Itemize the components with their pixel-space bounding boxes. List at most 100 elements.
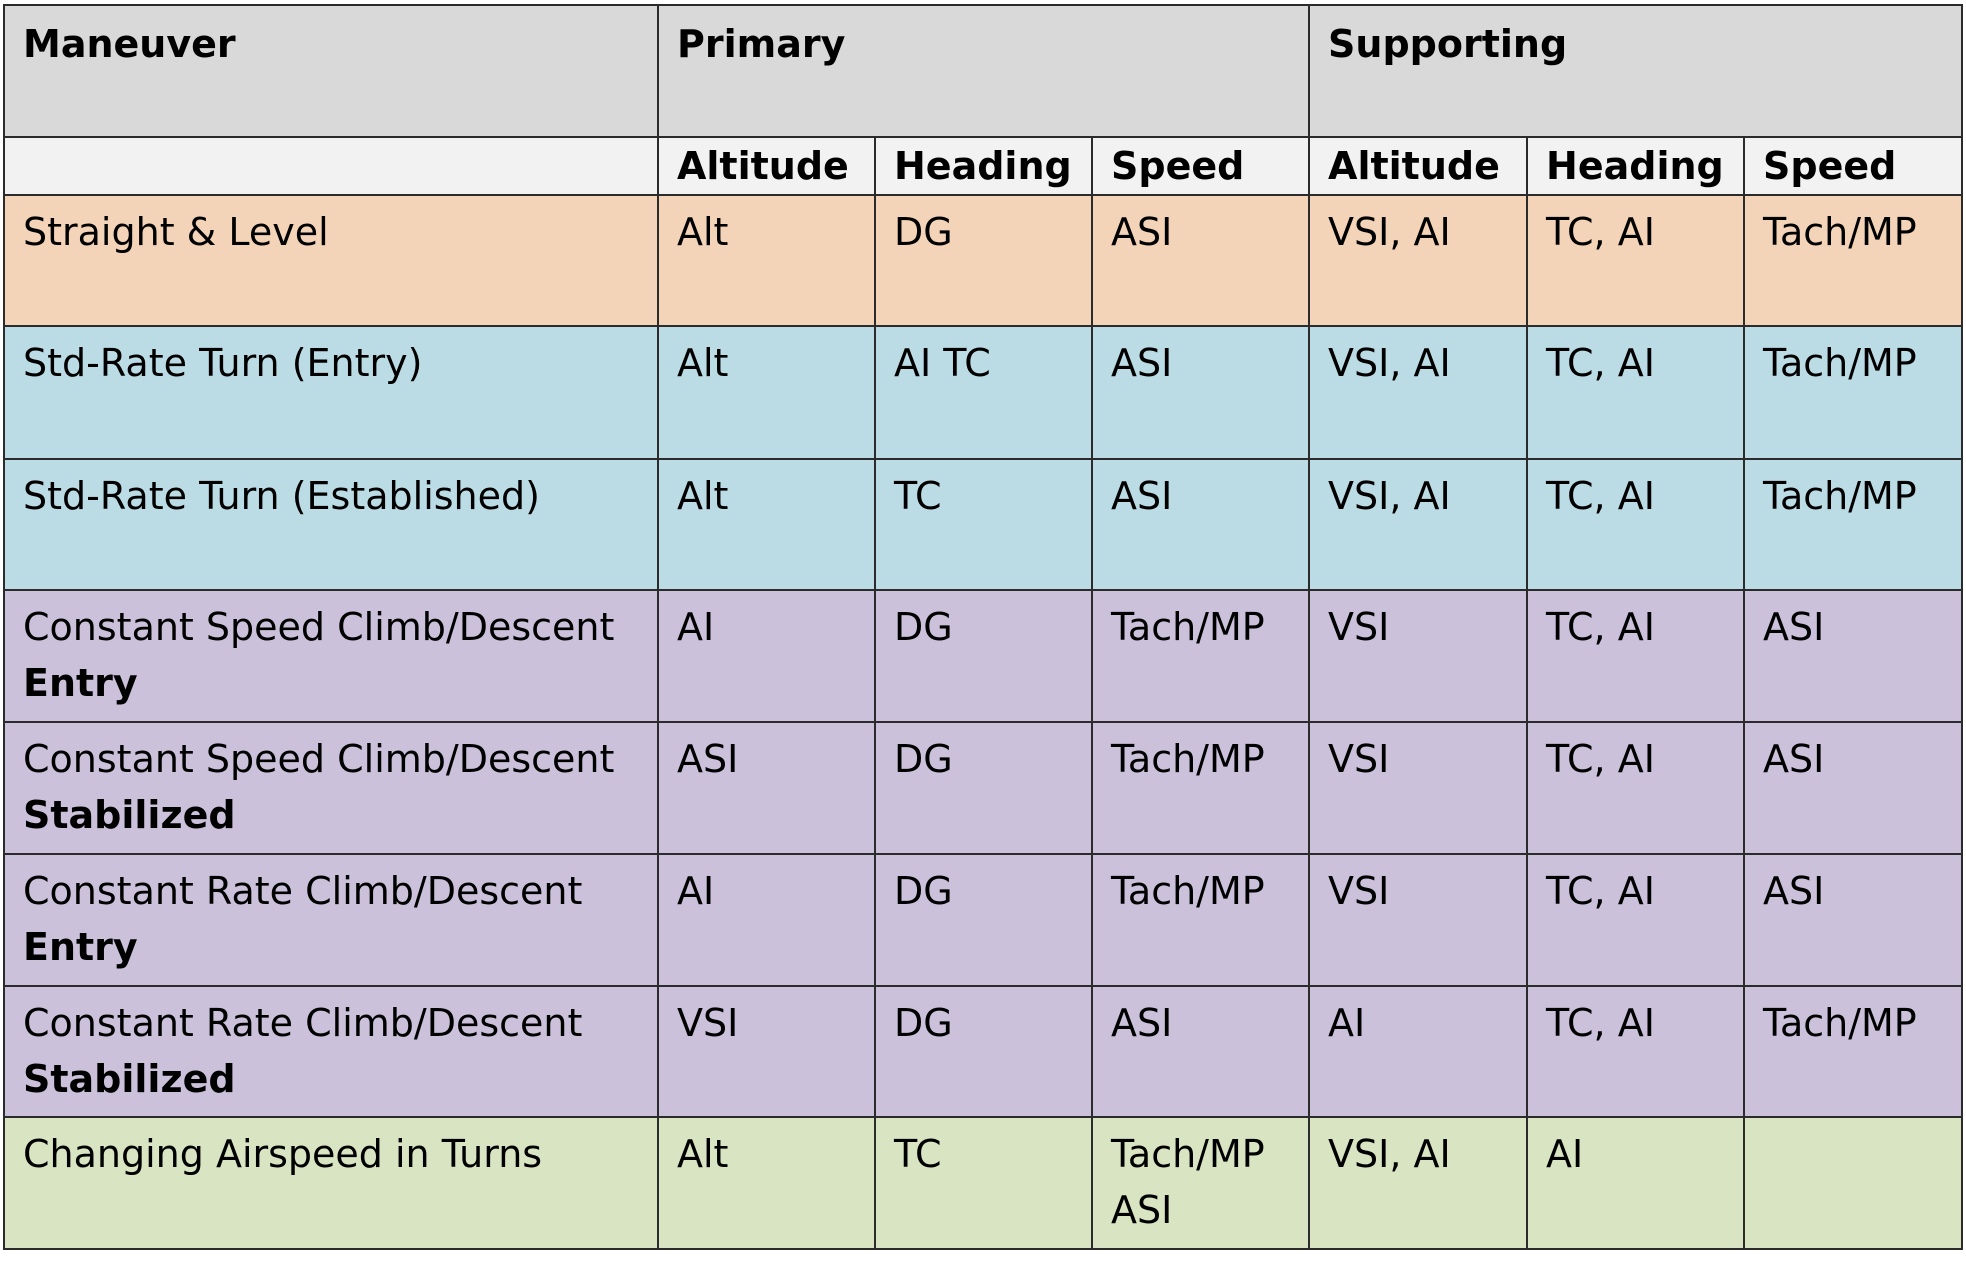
supporting-speed-cell: Tach/MP [1743, 194, 1964, 327]
primary-altitude-cell: VSI [657, 985, 876, 1118]
maneuver-name: Constant Speed Climb/Descent [23, 605, 615, 649]
supporting-heading-cell: TC, AI [1526, 325, 1746, 460]
cell-value: ASI [1111, 474, 1173, 518]
maneuver-name: Changing Airspeed in Turns [23, 1132, 543, 1176]
maneuver-phase: Entry [23, 661, 138, 705]
cell-value: TC [894, 474, 942, 518]
maneuver-cell: Constant Speed Climb/Descent Entry [3, 589, 659, 723]
supporting-heading-cell: TC, AI [1526, 721, 1746, 855]
primary-altitude-cell: Alt [657, 325, 876, 460]
cell-value: AI [677, 605, 715, 649]
cell-value: VSI, AI [1328, 474, 1451, 518]
cell-value: DG [894, 605, 953, 649]
primary-speed-cell: Tach/MP [1090, 721, 1311, 855]
cell-value: ASI [1111, 1001, 1173, 1045]
primary-header: Primary [656, 4, 1311, 138]
maneuver-cell: Constant Rate Climb/Descent Entry [3, 853, 659, 987]
cell-value: TC, AI [1546, 869, 1655, 913]
cell-value: DG [894, 210, 953, 254]
instrument-scan-table: Maneuver Primary Supporting Altitude Hea… [3, 4, 1964, 1250]
maneuver-name: Straight & Level [23, 210, 329, 254]
supporting-altitude-cell: AI [1308, 985, 1529, 1118]
maneuver-phase: Entry [23, 925, 138, 969]
cell-value: ASI [1763, 737, 1825, 781]
primary-heading-cell: DG [874, 589, 1093, 723]
maneuver-cell: Std-Rate Turn (Established) [3, 458, 659, 591]
cell-value: VSI, AI [1328, 1132, 1451, 1176]
cell-value: Alt [677, 341, 729, 385]
maneuver-cell: Constant Rate Climb/Descent Stabilized [3, 985, 659, 1118]
primary-heading-cell: DG [874, 721, 1093, 855]
maneuver-phase: Stabilized [23, 1057, 236, 1101]
subheader-row: Altitude Heading Speed Altitude Heading … [3, 136, 1964, 196]
table-row: Std-Rate Turn (Established) Alt TC ASI VSI, … [3, 458, 1964, 591]
cell-value: VSI [1328, 737, 1390, 781]
supporting-altitude-cell: VSI, AI [1308, 1116, 1529, 1250]
cell-value: AI [1328, 1001, 1366, 1045]
group-header-row: Maneuver Primary Supporting [3, 4, 1964, 138]
primary-altitude-header: Altitude [657, 136, 876, 196]
cell-value: AI TC [894, 341, 991, 385]
cell-value: TC, AI [1546, 737, 1655, 781]
cell-value: Tach/MP [1111, 605, 1265, 649]
cell-value: VSI, AI [1328, 341, 1451, 385]
primary-altitude-cell: AI [657, 853, 876, 987]
supporting-heading-cell: AI [1526, 1116, 1746, 1250]
cell-value: ASI [1111, 341, 1173, 385]
table-row: Constant Speed Climb/Descent Stabilized AS… [3, 721, 1964, 855]
primary-heading-header: Heading [874, 136, 1093, 196]
maneuver-cell: Straight & Level [3, 194, 659, 327]
table-row: Constant Speed Climb/Descent Entry AI DG Tac… [3, 589, 1964, 723]
supporting-heading-header: Heading [1526, 136, 1746, 196]
supporting-heading-cell: TC, AI [1526, 853, 1746, 987]
cell-value: AI [1546, 1132, 1584, 1176]
cell-value: Alt [677, 474, 729, 518]
primary-speed-header: Speed [1090, 136, 1311, 196]
supporting-speed-header: Speed [1743, 136, 1964, 196]
cell-value: ASI [677, 737, 739, 781]
cell-value: TC, AI [1546, 210, 1655, 254]
cell-value: ASI [1111, 210, 1173, 254]
table-row: Constant Rate Climb/Descent Stabilized VSI… [3, 985, 1964, 1118]
maneuver-name: Constant Rate Climb/Descent [23, 869, 583, 913]
primary-speed-cell: Tach/MP [1090, 853, 1311, 987]
maneuver-phase: Stabilized [23, 793, 236, 837]
primary-heading-cell: TC [874, 1116, 1093, 1250]
cell-value: Tach/MP [1111, 1132, 1265, 1176]
table-row: Straight & Level Alt DG ASI VSI, AI TC, AI Tac… [3, 194, 1964, 327]
cell-value: Tach/MP [1763, 210, 1917, 254]
supporting-speed-cell: Tach/MP [1743, 458, 1964, 591]
supporting-altitude-cell: VSI [1308, 589, 1529, 723]
supporting-altitude-cell: VSI, AI [1308, 325, 1529, 460]
table-row: Std-Rate Turn (Entry) Alt AI TC ASI VSI, AI T… [3, 325, 1964, 460]
primary-heading-cell: DG [874, 194, 1093, 327]
table-row: Changing Airspeed in Turns Alt TC Tach/MP AS… [3, 1116, 1964, 1250]
supporting-speed-cell: ASI [1743, 853, 1964, 987]
cell-value: DG [894, 737, 953, 781]
primary-heading-cell: TC [874, 458, 1093, 591]
maneuver-cell: Constant Speed Climb/Descent Stabilized [3, 721, 659, 855]
cell-value: TC, AI [1546, 341, 1655, 385]
maneuver-name: Std-Rate Turn (Established) [23, 474, 540, 518]
primary-altitude-cell: ASI [657, 721, 876, 855]
subheader-blank [3, 136, 659, 196]
primary-speed-cell: ASI [1090, 458, 1311, 591]
cell-value: Tach/MP [1763, 1001, 1917, 1045]
cell-value: VSI [677, 1001, 739, 1045]
maneuver-name: Std-Rate Turn (Entry) [23, 341, 423, 385]
supporting-header: Supporting [1308, 4, 1964, 138]
cell-value: Alt [677, 1132, 729, 1176]
cell-value: Alt [677, 210, 729, 254]
supporting-altitude-cell: VSI, AI [1308, 458, 1529, 591]
cell-value: Tach/MP [1763, 341, 1917, 385]
maneuver-cell: Changing Airspeed in Turns [3, 1116, 659, 1250]
primary-speed-cell: Tach/MP ASI [1090, 1116, 1311, 1250]
primary-speed-cell: ASI [1090, 325, 1311, 460]
supporting-heading-cell: TC, AI [1526, 194, 1746, 327]
cell-value: ASI [1763, 605, 1825, 649]
cell-value: VSI, AI [1328, 210, 1451, 254]
cell-value: AI [677, 869, 715, 913]
cell-value: TC [894, 1132, 942, 1176]
primary-altitude-cell: Alt [657, 194, 876, 327]
cell-value: TC, AI [1546, 605, 1655, 649]
